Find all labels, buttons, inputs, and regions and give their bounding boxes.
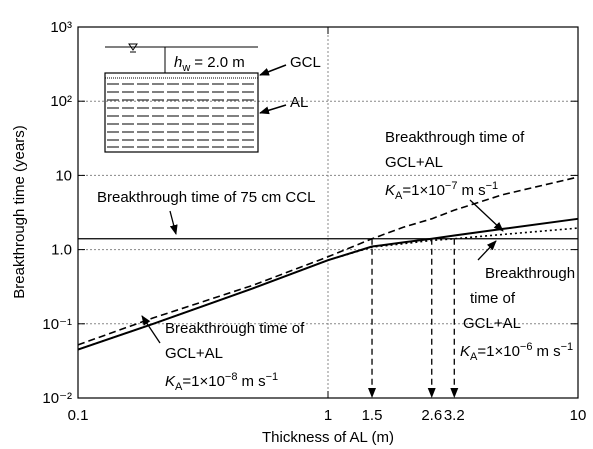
x-axis-label: Thickness of AL (m) [262,429,394,446]
annotation-k-part: =1×10 [402,182,445,199]
annotation-k-part: −8 [225,371,238,383]
drop-label: 1.5 [362,407,383,424]
annotation-k: KA=1×10−6 m s−1 [460,341,573,363]
annotation-arrow [169,210,178,235]
annotation-k: KA=1×10−7 m s−1 [385,180,498,202]
drop-label: 2.6 [421,407,442,424]
annotation: GCL+AL [463,315,521,332]
annotation-k-part: A [175,381,183,393]
annotation: time of [470,290,516,307]
x-tick-label: 0.1 [68,407,89,424]
series-line [77,176,579,346]
annotation-arrow [141,315,161,344]
drop-label: 3.2 [444,407,465,424]
inset-sketch: hw = 2.0 m GCL AL [104,43,321,153]
inset-al-label: AL [290,94,308,111]
annotation: GCL+AL [165,345,223,362]
annotation-k-part: K [460,343,471,360]
annotation-arrow [477,240,497,261]
annotation-k-part: m s [241,373,265,390]
series-line [77,217,579,351]
y-tick-label: 1.0 [51,242,72,259]
x-tick-label: 10 [570,407,587,424]
y-tick-label: 10³ [50,19,72,36]
annotation: Breakthrough time of 75 cm CCL [97,189,315,206]
annotation: GCL+AL [385,154,443,171]
annotation-k-part: A [470,351,478,363]
annotation-k-part: =1×10 [182,373,225,390]
annotation-arrow [469,199,504,232]
annotation-k-part: −6 [520,341,533,353]
annotation-k-part: K [385,182,396,199]
inset-gcl-label: GCL [290,54,321,71]
annotation: Breakthrough time of [165,320,305,337]
annotation: Breakthrough [485,265,575,282]
y-tick-label: 10⁻¹ [42,316,72,333]
y-tick-label: 10⁻² [42,390,72,407]
y-axis-label: Breakthrough time (years) [11,125,28,298]
y-tick-label: 10² [50,93,72,110]
annotation: Breakthrough time of [385,129,525,146]
annotation-k: KA=1×10−8 m s−1 [165,371,278,393]
annotation-k-part: −1 [561,341,574,353]
annotation-k-part: −7 [445,180,458,192]
inset-head-label: hw = 2.0 m [174,54,245,74]
annotation-k-part: −1 [266,371,279,383]
annotation-k-part: m s [536,343,560,360]
annotation-k-part: K [165,373,176,390]
annotation-k-part: =1×10 [477,343,520,360]
y-tick-label: 10 [55,167,72,184]
annotation-k-part: m s [461,182,485,199]
x-tick-label: 1 [324,407,332,424]
annotation-k-part: −1 [486,180,499,192]
annotation-k-part: A [395,190,403,202]
